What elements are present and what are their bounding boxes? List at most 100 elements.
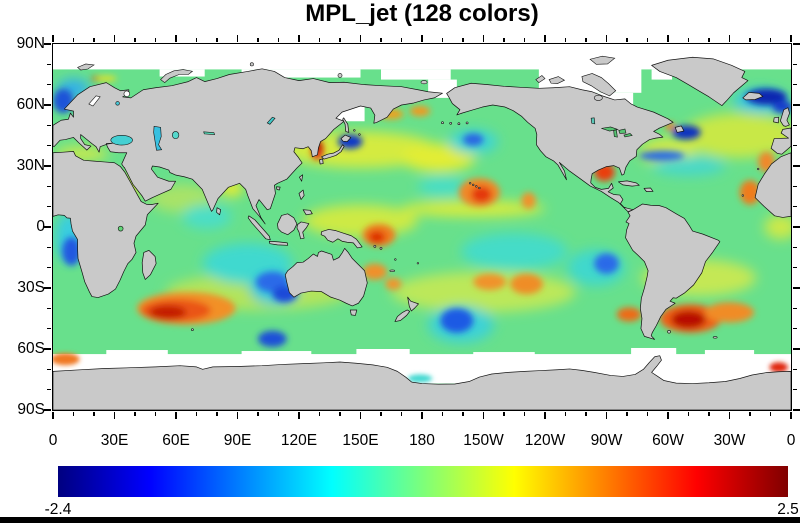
island-luzon (298, 189, 305, 200)
hawaii-islet (472, 183, 475, 187)
lon-minor-tick-top (318, 38, 321, 42)
anomaly-blob (521, 192, 536, 209)
colorbar (58, 466, 788, 497)
lat-minor-tick-right (793, 206, 797, 208)
lon-minor-tick-bottom (339, 412, 341, 416)
island-victoria (548, 76, 566, 84)
lon-major-tick-top (113, 35, 116, 42)
lat-minor-tick-right (793, 307, 797, 309)
kuril-islet (353, 129, 356, 132)
lat-minor-tick-right (793, 185, 797, 187)
lake-huron (618, 128, 627, 134)
caspian-sea (153, 125, 163, 151)
lon-minor-tick-top (134, 38, 136, 42)
lat-tick-label: 0 (36, 218, 45, 235)
lon-minor-tick-top (749, 38, 751, 42)
aral-sea (172, 131, 180, 140)
island-sakhalin (342, 117, 350, 133)
lon-major-tick-top (359, 35, 362, 42)
lat-major-tick-right (793, 348, 800, 350)
lat-minor-tick-left (47, 307, 51, 309)
anomaly-blob (62, 237, 81, 266)
lon-tick-label: 150E (342, 432, 379, 449)
anomaly-blob (409, 106, 431, 117)
cape-verde-islet (741, 194, 744, 197)
hawaii-islet (478, 186, 481, 190)
lon-tick-label: 120W (524, 432, 566, 449)
anomaly-blob (149, 305, 187, 320)
island-tasmania (349, 309, 358, 316)
lon-minor-tick-bottom (93, 412, 95, 416)
lon-tick-label: 90W (590, 432, 623, 449)
landmass-eurasia (53, 68, 443, 225)
lon-minor-tick-top (93, 38, 95, 42)
lat-minor-tick-left (47, 145, 51, 147)
lon-major-tick-top (236, 35, 239, 42)
lat-major-tick-left (44, 287, 51, 289)
lat-minor-tick-right (793, 145, 797, 147)
lon-tick-label: 60W (652, 432, 684, 449)
lake-victoria (117, 225, 124, 232)
lon-major-tick-top (605, 35, 608, 42)
anomaly-blob (471, 186, 492, 203)
lon-major-tick-top (544, 35, 546, 42)
lon-tick-label: 60E (162, 432, 190, 449)
lat-tick-label: 60S (17, 340, 45, 357)
lat-major-tick-left (44, 43, 51, 45)
anomaly-blob (671, 310, 706, 329)
lat-minor-tick-right (793, 368, 797, 370)
lat-major-tick-left (44, 104, 51, 106)
lon-minor-tick-top (769, 38, 772, 42)
bottom-black-strip (0, 517, 800, 523)
black-sea (110, 134, 133, 146)
island-taiwan (299, 174, 304, 182)
lon-minor-tick-top (441, 38, 444, 42)
lon-minor-tick-top (216, 38, 218, 42)
lon-minor-tick-bottom (749, 412, 751, 416)
anomaly-blob (417, 176, 468, 197)
lat-major-tick-right (793, 43, 800, 45)
lon-minor-tick-bottom (708, 412, 710, 416)
lon-minor-tick-bottom (687, 412, 690, 416)
lon-minor-tick-top (277, 38, 280, 42)
island-hainan (276, 186, 281, 191)
land-layer (53, 56, 791, 410)
anomaly-blob (739, 180, 761, 205)
anomaly-blob (96, 75, 117, 82)
island-hokkaido (340, 134, 352, 142)
lake-balkhash (203, 131, 215, 136)
lon-minor-tick-bottom (195, 412, 198, 416)
lon-major-tick-top (667, 35, 669, 42)
lat-minor-tick-left (47, 63, 51, 65)
lon-major-tick-bottom (113, 412, 116, 419)
fiji-islet (416, 262, 420, 265)
lon-minor-tick-top (687, 38, 690, 42)
anomaly-blob (510, 273, 543, 295)
island-severnaya-zemlya (249, 62, 254, 67)
lon-minor-tick-top (523, 38, 526, 42)
anomaly-blob (401, 200, 545, 217)
lat-major-tick-right (793, 226, 800, 228)
small-islands-layer (77, 55, 760, 339)
lake-baikal (266, 116, 276, 125)
lon-minor-tick-top (154, 38, 157, 42)
anomaly-blob (769, 362, 788, 373)
lon-major-tick-bottom (790, 412, 792, 419)
lon-major-tick-bottom (236, 412, 239, 419)
colorbar-min-label: -2.4 (44, 501, 72, 518)
lat-minor-tick-left (47, 368, 51, 370)
island-southampton (593, 94, 603, 101)
lon-minor-tick-bottom (523, 412, 526, 416)
lat-minor-tick-left (47, 246, 51, 248)
island-java (268, 240, 289, 246)
lat-major-tick-left (44, 409, 51, 411)
white-no-data-lakes-layer (88, 90, 130, 107)
anomaly-blob (764, 214, 791, 240)
lat-major-tick-right (793, 165, 800, 167)
map-plot: 90N 60N 30N 0 30S 60S 90S 0 30E 60E 90E 120E 150E 180… (17, 35, 800, 449)
lon-minor-tick-top (646, 38, 649, 42)
lat-minor-tick-right (793, 389, 797, 391)
gulf-of-bothnia-nodata (88, 95, 101, 107)
anomaly-blob (616, 307, 642, 322)
landmass-north-america (446, 82, 674, 213)
